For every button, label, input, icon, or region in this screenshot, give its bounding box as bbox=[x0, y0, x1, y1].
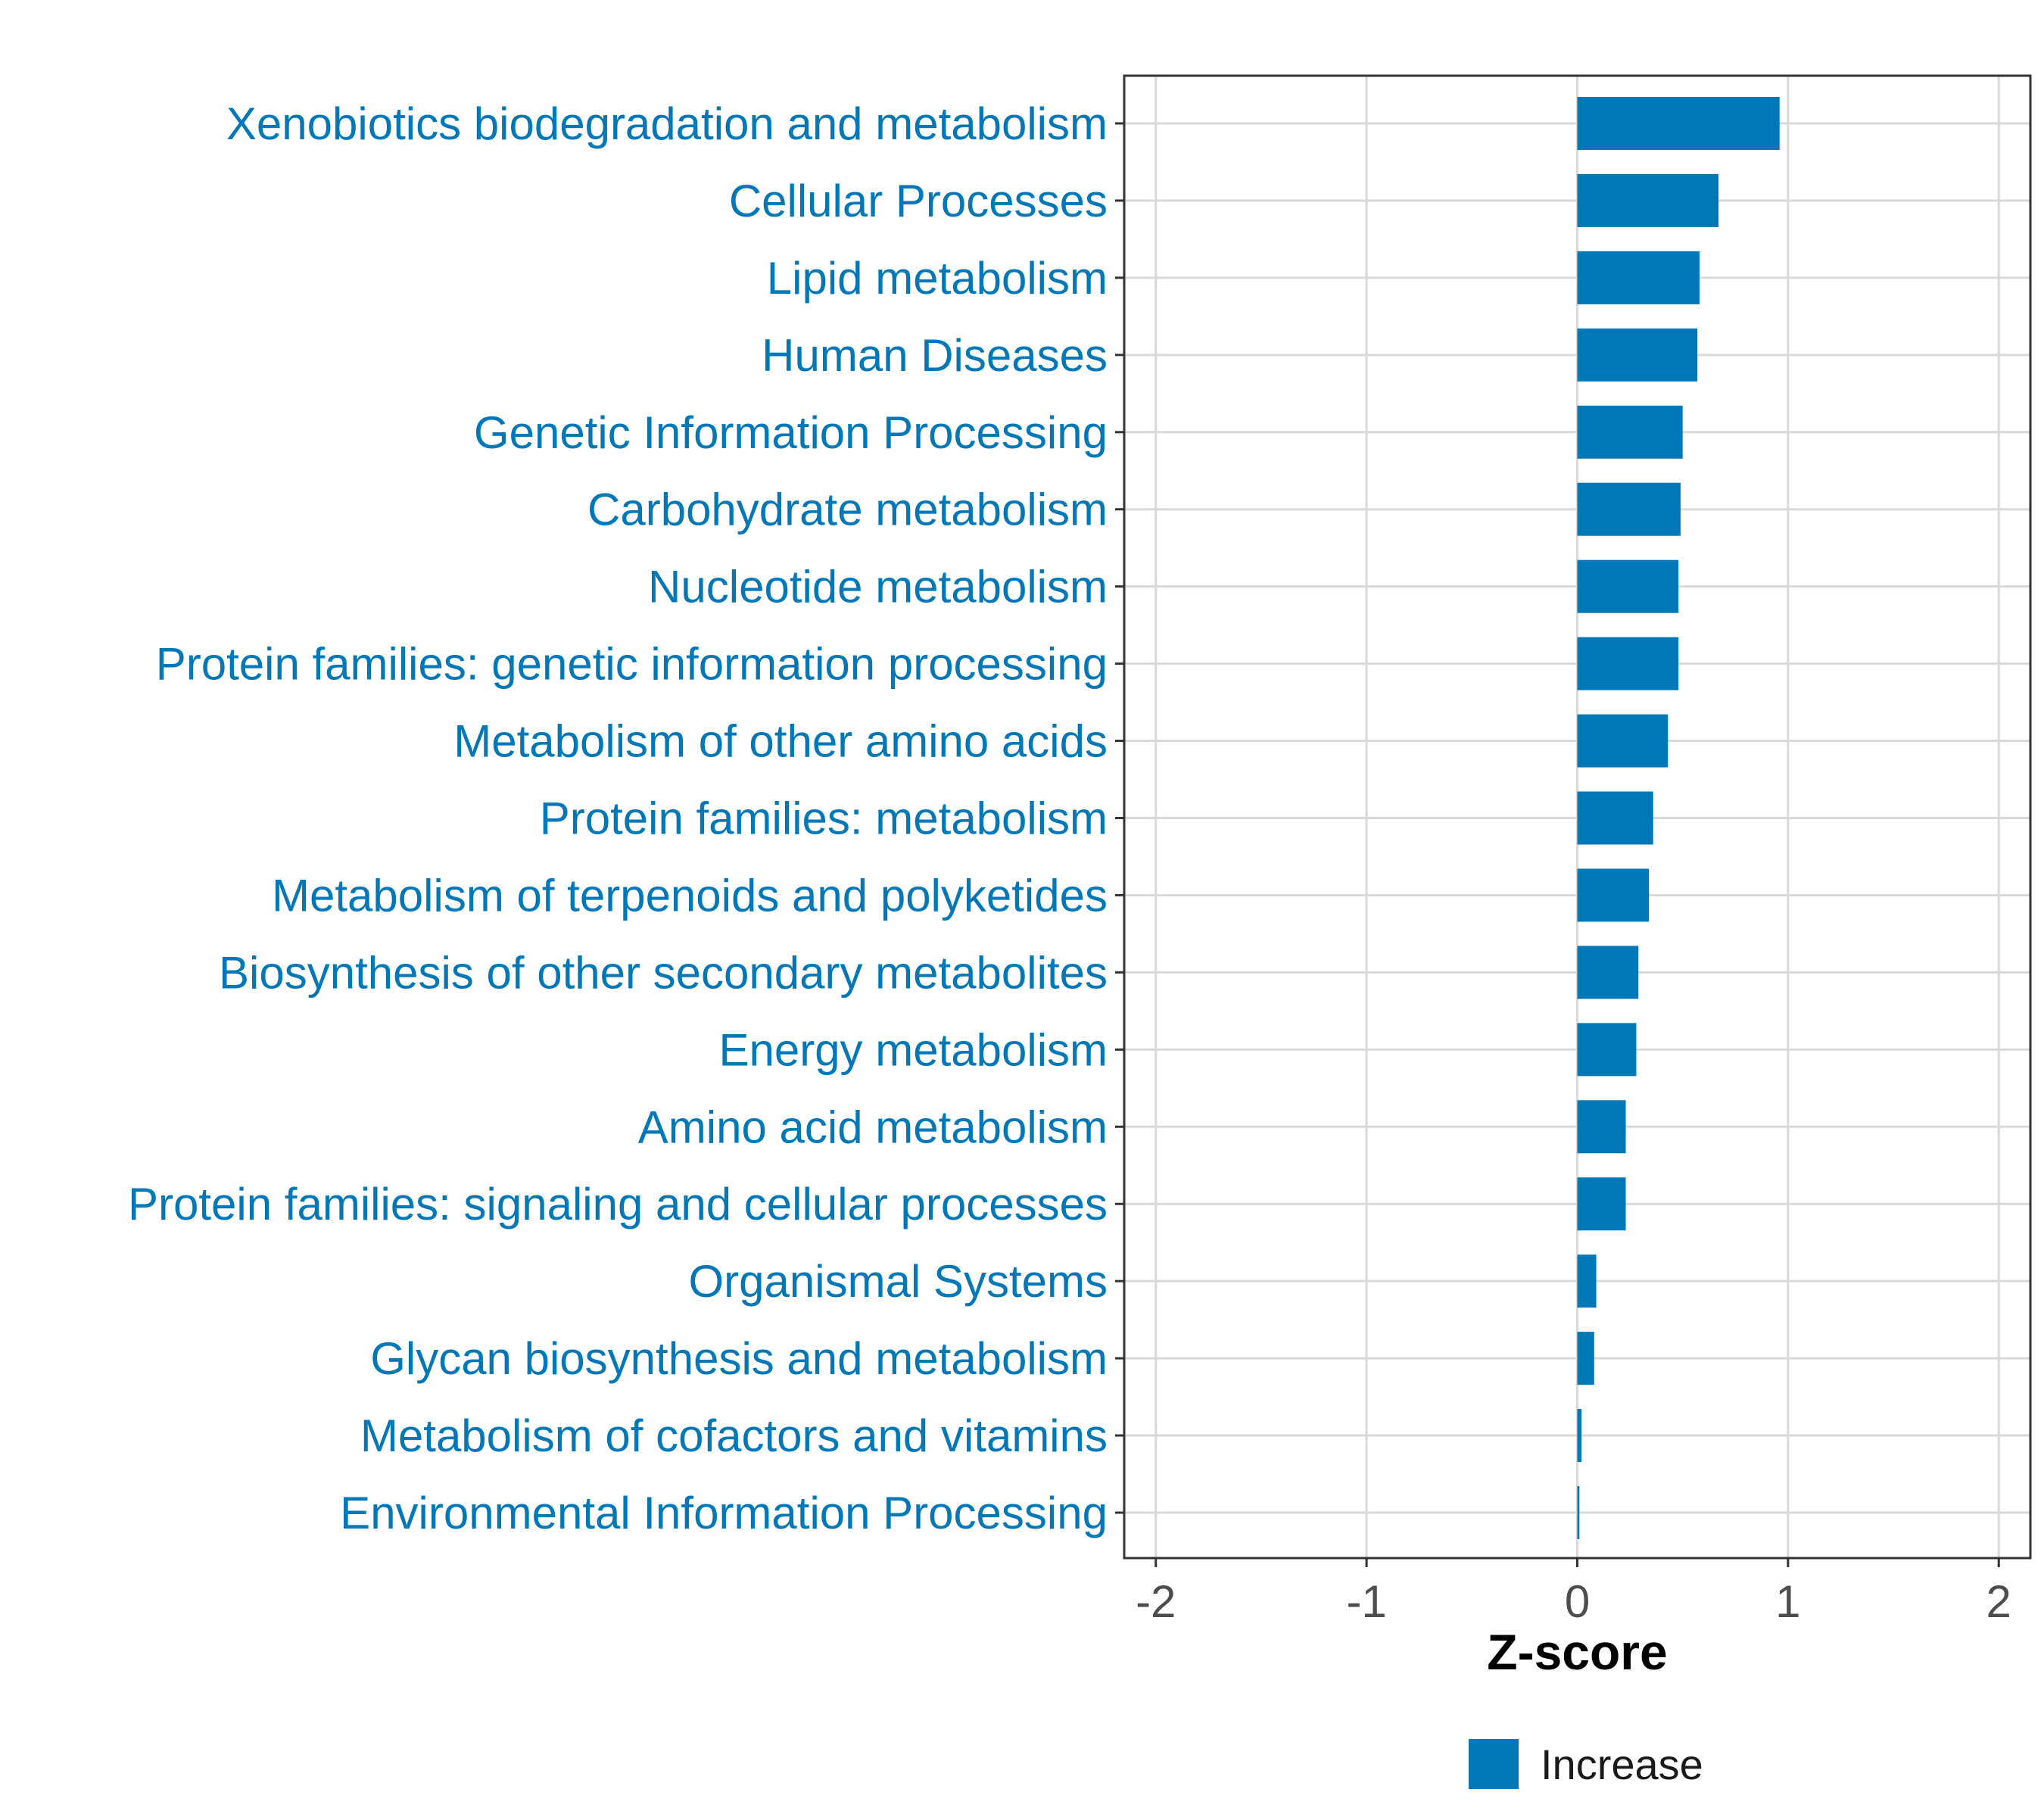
bar bbox=[1577, 97, 1780, 150]
bar bbox=[1577, 559, 1679, 613]
bar bbox=[1577, 482, 1681, 536]
category-label: Metabolism of terpenoids and polyketides bbox=[272, 870, 1108, 921]
x-tick-label: -2 bbox=[1136, 1576, 1176, 1627]
category-label: Carbohydrate metabolism bbox=[587, 485, 1108, 535]
legend-key-increase bbox=[1469, 1739, 1519, 1789]
bars bbox=[1577, 97, 1780, 1539]
category-label: Organismal Systems bbox=[689, 1256, 1108, 1307]
bar bbox=[1577, 1023, 1637, 1077]
bar bbox=[1577, 637, 1679, 690]
category-label: Cellular Processes bbox=[729, 176, 1108, 226]
bar bbox=[1577, 328, 1698, 382]
category-label: Biosynthesis of other secondary metaboli… bbox=[219, 947, 1108, 998]
bar bbox=[1577, 405, 1683, 459]
bar bbox=[1577, 1254, 1597, 1308]
bar bbox=[1577, 1409, 1582, 1463]
x-tick-label: 0 bbox=[1565, 1576, 1590, 1627]
category-label: Genetic Information Processing bbox=[474, 407, 1108, 458]
category-label: Human Diseases bbox=[762, 330, 1108, 381]
legend: Increase bbox=[1469, 1739, 1703, 1789]
bar bbox=[1577, 791, 1653, 845]
bar bbox=[1577, 173, 1719, 227]
category-label: Protein families: signaling and cellular… bbox=[128, 1179, 1108, 1230]
bar bbox=[1577, 714, 1669, 768]
category-label: Amino acid metabolism bbox=[638, 1102, 1108, 1152]
legend-label-increase: Increase bbox=[1541, 1741, 1703, 1788]
category-label: Xenobiotics biodegradation and metabolis… bbox=[226, 98, 1108, 149]
x-axis-title: Z-score bbox=[1487, 1624, 1667, 1680]
category-label: Glycan biosynthesis and metabolism bbox=[370, 1333, 1108, 1384]
bar bbox=[1577, 251, 1700, 304]
category-label: Metabolism of cofactors and vitamins bbox=[360, 1410, 1108, 1461]
x-tick-label: 2 bbox=[1986, 1576, 2011, 1627]
bar bbox=[1577, 1100, 1626, 1154]
category-labels: Xenobiotics biodegradation and metabolis… bbox=[128, 98, 1124, 1538]
bar bbox=[1577, 946, 1639, 999]
category-label: Nucleotide metabolism bbox=[648, 562, 1108, 612]
x-tick-label: -1 bbox=[1346, 1576, 1386, 1627]
category-label: Protein families: genetic information pr… bbox=[156, 639, 1108, 690]
bar bbox=[1577, 1332, 1594, 1385]
category-label: Protein families: metabolism bbox=[540, 793, 1108, 844]
category-label: Metabolism of other amino acids bbox=[453, 716, 1108, 767]
bar bbox=[1577, 868, 1650, 922]
bar bbox=[1577, 1177, 1626, 1231]
category-label: Lipid metabolism bbox=[767, 253, 1108, 304]
category-label: Environmental Information Processing bbox=[340, 1488, 1108, 1538]
plot-panel bbox=[1123, 74, 2032, 1560]
x-tick-label: 1 bbox=[1775, 1576, 1800, 1627]
category-label: Energy metabolism bbox=[718, 1024, 1108, 1075]
bar bbox=[1577, 1486, 1580, 1539]
x-axis-ticks: -2 -1 0 1 2 bbox=[1136, 1558, 2011, 1627]
